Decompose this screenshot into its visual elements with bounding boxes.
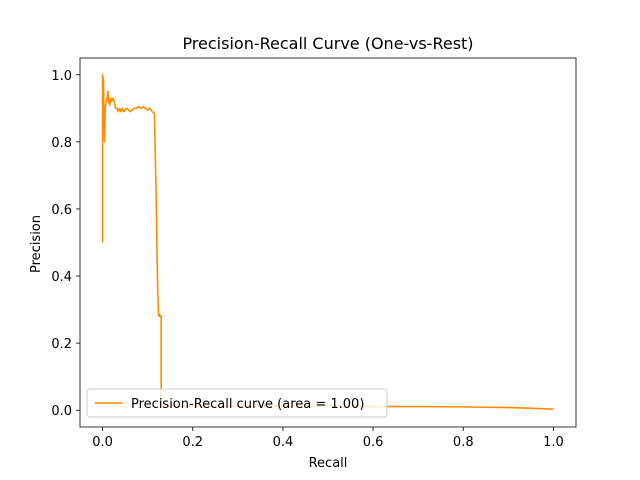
x-tick-label: 0.0 <box>92 435 113 450</box>
legend-box <box>86 388 388 418</box>
x-tick-label: 0.2 <box>182 435 203 450</box>
legend-entry-label: Precision-Recall curve (area = 1.00) <box>131 397 364 412</box>
x-tick-label: 1.0 <box>543 435 564 450</box>
chart-title: Precision-Recall Curve (One-vs-Rest) <box>182 34 473 53</box>
y-tick-label: 0.8 <box>51 136 72 151</box>
y-tick-label: 0.4 <box>51 270 72 285</box>
y-tick-label: 0.6 <box>51 203 72 218</box>
plot-area: 0.0 0.2 0.4 0.6 0.8 1.0 0.0 0.2 0.4 0.6 0.8 1.0 <box>51 57 577 450</box>
y-tick-label: 1.0 <box>51 69 72 84</box>
legend: Precision-Recall curve (area = 1.00) <box>86 388 388 418</box>
x-tick-label: 0.4 <box>273 435 294 450</box>
x-tick-label: 0.6 <box>363 435 384 450</box>
y-tick-label: 0.2 <box>51 337 72 352</box>
y-tick-label: 0.0 <box>51 404 72 419</box>
x-axis-label: Recall <box>309 456 348 471</box>
x-tick-label: 0.8 <box>453 435 474 450</box>
y-axis-label: Precision <box>29 215 44 273</box>
axes-frame <box>79 57 577 428</box>
